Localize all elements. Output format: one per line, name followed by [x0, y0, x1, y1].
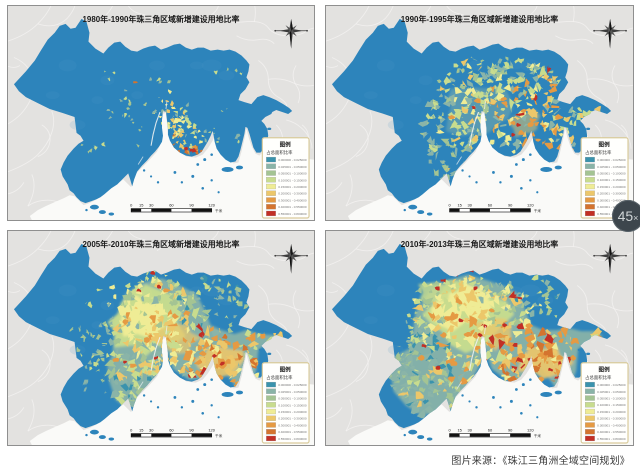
svg-text:图例: 图例	[599, 141, 611, 149]
svg-text:90: 90	[508, 203, 513, 208]
svg-text:90: 90	[189, 203, 194, 208]
svg-text:15: 15	[457, 203, 462, 208]
svg-text:0.050001 - 0.100000: 0.050001 - 0.100000	[278, 397, 307, 401]
svg-text:0.000000 - 0.025000: 0.000000 - 0.025000	[278, 383, 307, 387]
svg-text:15: 15	[139, 203, 144, 208]
svg-text:占总面积比率: 占总面积比率	[585, 374, 612, 381]
svg-text:0: 0	[448, 428, 451, 433]
svg-text:0.000000 - 0.025000: 0.000000 - 0.025000	[278, 158, 307, 162]
svg-text:0.550001 - 0.800000: 0.550001 - 0.800000	[597, 212, 626, 216]
svg-text:2010年-2013年珠三角区域新增建设用地比率: 2010年-2013年珠三角区域新增建设用地比率	[401, 239, 559, 249]
svg-text:60: 60	[488, 203, 493, 208]
svg-text:0.000000 - 0.025000: 0.000000 - 0.025000	[597, 158, 626, 162]
svg-text:120: 120	[527, 428, 534, 433]
svg-text:0.400001 - 0.550000: 0.400001 - 0.550000	[278, 205, 307, 209]
svg-text:0.400001 - 0.550000: 0.400001 - 0.550000	[278, 430, 307, 434]
svg-text:0.050001 - 0.100000: 0.050001 - 0.100000	[597, 172, 626, 176]
svg-text:千米: 千米	[215, 433, 223, 438]
svg-text:占总面积比率: 占总面积比率	[266, 149, 293, 156]
svg-text:千米: 千米	[534, 433, 542, 438]
svg-text:0.100001 - 0.150000: 0.100001 - 0.150000	[597, 178, 626, 182]
svg-text:0.100001 - 0.150000: 0.100001 - 0.150000	[278, 178, 307, 182]
svg-text:30: 30	[149, 428, 154, 433]
svg-text:0.550001 - 0.800000: 0.550001 - 0.800000	[278, 437, 307, 441]
svg-text:0.550001 - 0.800000: 0.550001 - 0.800000	[278, 212, 307, 216]
svg-text:0.300001 - 0.400000: 0.300001 - 0.400000	[597, 423, 626, 427]
svg-text:0.100001 - 0.150000: 0.100001 - 0.150000	[278, 403, 307, 407]
svg-text:0.550001 - 0.800000: 0.550001 - 0.800000	[597, 437, 626, 441]
svg-text:0.200001 - 0.300000: 0.200001 - 0.300000	[278, 417, 307, 421]
svg-text:图例: 图例	[280, 141, 292, 149]
svg-text:90: 90	[189, 428, 194, 433]
svg-text:15: 15	[457, 428, 462, 433]
svg-text:2005年-2010年珠三角区域新增建设用地比率: 2005年-2010年珠三角区域新增建设用地比率	[83, 239, 240, 249]
svg-text:0.150001 - 0.200000: 0.150001 - 0.200000	[597, 410, 626, 414]
svg-text:120: 120	[527, 203, 534, 208]
svg-text:0.150001 - 0.200000: 0.150001 - 0.200000	[278, 410, 307, 414]
svg-text:60: 60	[169, 428, 174, 433]
svg-text:图例: 图例	[599, 366, 611, 374]
svg-text:0.200001 - 0.300000: 0.200001 - 0.300000	[597, 192, 626, 196]
svg-text:0.025001 - 0.050000: 0.025001 - 0.050000	[278, 165, 307, 169]
svg-text:0.400001 - 0.550000: 0.400001 - 0.550000	[597, 205, 626, 209]
svg-text:30: 30	[468, 203, 473, 208]
svg-text:0.100001 - 0.150000: 0.100001 - 0.150000	[597, 403, 626, 407]
svg-text:0: 0	[130, 428, 133, 433]
svg-text:15: 15	[139, 428, 144, 433]
svg-text:0.300001 - 0.400000: 0.300001 - 0.400000	[597, 198, 626, 202]
svg-text:0.300001 - 0.400000: 0.300001 - 0.400000	[278, 423, 307, 427]
svg-text:0.400001 - 0.550000: 0.400001 - 0.550000	[597, 430, 626, 434]
svg-text:0.050001 - 0.100000: 0.050001 - 0.100000	[278, 172, 307, 176]
svg-text:0: 0	[130, 203, 133, 208]
svg-text:0.150001 - 0.200000: 0.150001 - 0.200000	[278, 185, 307, 189]
svg-text:0.025001 - 0.050000: 0.025001 - 0.050000	[278, 390, 307, 394]
svg-text:0.050001 - 0.100000: 0.050001 - 0.100000	[597, 397, 626, 401]
svg-text:60: 60	[169, 203, 174, 208]
svg-text:0.200001 - 0.300000: 0.200001 - 0.300000	[278, 192, 307, 196]
svg-text:1990年-1995年珠三角区域新增建设用地比率: 1990年-1995年珠三角区域新增建设用地比率	[401, 14, 559, 24]
svg-text:30: 30	[149, 203, 154, 208]
svg-text:120: 120	[208, 428, 215, 433]
svg-text:占总面积比率: 占总面积比率	[266, 374, 293, 381]
svg-text:图例: 图例	[280, 366, 292, 374]
svg-text:占总面积比率: 占总面积比率	[585, 149, 612, 156]
svg-text:千米: 千米	[215, 208, 223, 213]
svg-text:0.000000 - 0.025000: 0.000000 - 0.025000	[597, 383, 626, 387]
svg-text:0.300001 - 0.400000: 0.300001 - 0.400000	[278, 198, 307, 202]
svg-text:60: 60	[488, 428, 493, 433]
svg-text:1980年-1990年珠三角区域新增建设用地比率: 1980年-1990年珠三角区域新增建设用地比率	[83, 14, 240, 24]
svg-text:0.025001 - 0.050000: 0.025001 - 0.050000	[597, 390, 626, 394]
svg-text:0.150001 - 0.200000: 0.150001 - 0.200000	[597, 185, 626, 189]
svg-text:千米: 千米	[534, 208, 542, 213]
svg-text:120: 120	[208, 203, 215, 208]
svg-text:0.025001 - 0.050000: 0.025001 - 0.050000	[597, 165, 626, 169]
svg-text:0: 0	[448, 203, 451, 208]
svg-text:90: 90	[508, 428, 513, 433]
svg-text:0.200001 - 0.300000: 0.200001 - 0.300000	[597, 417, 626, 421]
svg-text:30: 30	[468, 428, 473, 433]
